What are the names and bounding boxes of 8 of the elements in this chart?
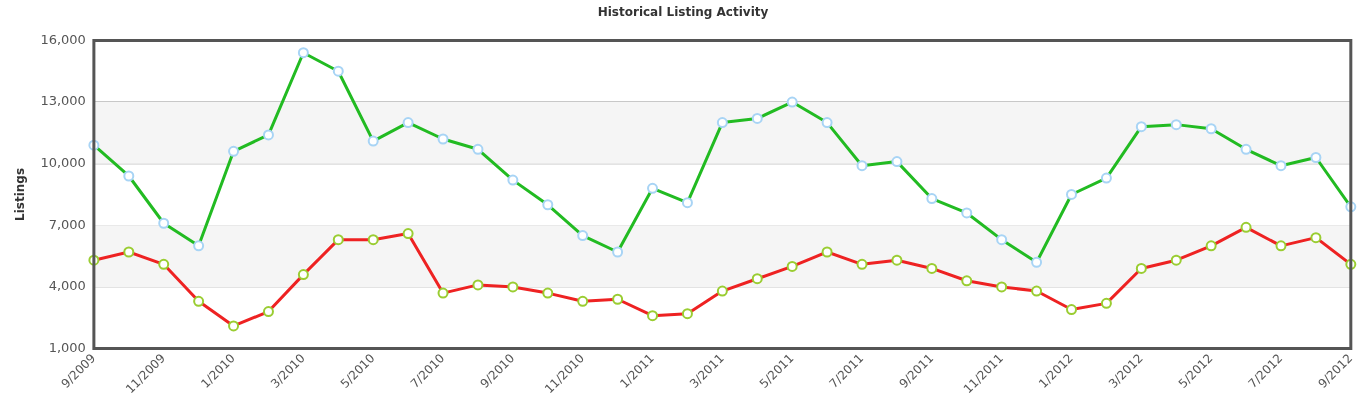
y-tick-label: 1,000: [48, 339, 86, 355]
chart-title: Historical Listing Activity: [597, 5, 769, 20]
y-tick-label: 4,000: [48, 278, 86, 294]
y-axis-title: Listings: [13, 167, 28, 221]
y-tick-label: 13,000: [40, 93, 86, 109]
y-tick-label: 7,000: [48, 216, 86, 232]
y-tick-label: 16,000: [40, 31, 86, 47]
y-tick-label: 10,000: [40, 155, 86, 171]
